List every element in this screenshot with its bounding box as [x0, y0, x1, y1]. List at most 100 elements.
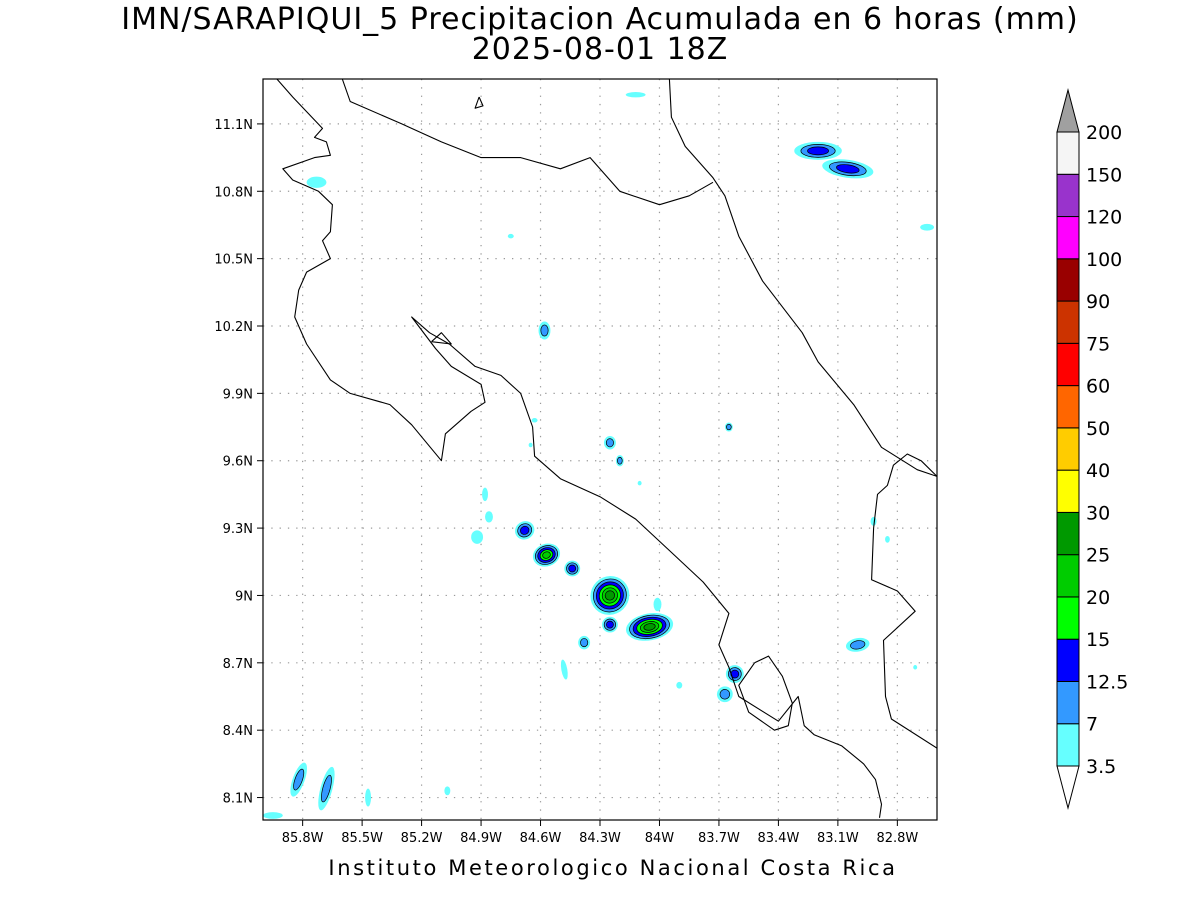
color-level-label: 3.5 [1086, 756, 1116, 778]
y-tick-label: 8.7N [223, 657, 253, 672]
precip-cell [601, 616, 618, 633]
color-level-label: 200 [1086, 122, 1122, 144]
precip-cell [318, 766, 335, 811]
precip-contour [580, 638, 589, 648]
x-tick-label: 83.7W [698, 831, 740, 846]
footer-credit: Instituto Meteorologico Nacional Costa R… [328, 856, 898, 880]
precipitation-layer [263, 92, 935, 819]
color-swatch [1056, 342, 1080, 387]
precip-contour [605, 438, 614, 448]
plot-area [263, 79, 937, 820]
precip-cell [263, 812, 283, 819]
precip-cell [515, 521, 535, 540]
x-tick-label: 84.9W [460, 831, 502, 846]
precip-contour [482, 487, 488, 502]
precip-cell [725, 665, 744, 683]
precip-contour [542, 551, 551, 559]
y-tick-label: 9N [235, 589, 253, 604]
y-tick-label: 9.3N [223, 522, 253, 537]
color-level-label: 30 [1086, 502, 1110, 524]
color-level-label: 7 [1086, 714, 1098, 736]
color-level-label: 150 [1086, 164, 1122, 186]
precip-cell [560, 659, 568, 680]
precip-cell [676, 681, 683, 689]
color-level-label: 25 [1086, 545, 1110, 567]
precip-contour [920, 223, 935, 231]
map-datetime: 2025-08-01 18Z [471, 32, 729, 67]
precip-contour [719, 689, 731, 700]
precip-contour [520, 525, 530, 535]
precip-cell [885, 535, 890, 543]
precip-contour [850, 640, 866, 650]
precip-cell [471, 530, 484, 544]
precip-cell [724, 422, 733, 432]
precip-contour [637, 480, 642, 486]
color-arrow-min [1056, 765, 1080, 810]
precip-cell [603, 436, 616, 450]
x-tick-label: 84W [645, 831, 675, 846]
y-tick-label: 10.2N [214, 320, 253, 335]
color-swatch [1056, 723, 1080, 767]
precip-contour [604, 590, 615, 601]
precip-contour [676, 681, 683, 689]
precip-cell [532, 543, 561, 567]
precip-contour [836, 164, 860, 174]
color-level-label: 60 [1086, 376, 1110, 398]
color-swatch [1056, 638, 1080, 682]
color-level-label: 50 [1086, 418, 1110, 440]
precip-contour [726, 423, 732, 431]
precip-contour [913, 665, 918, 670]
color-level-label: 12.5 [1086, 671, 1128, 693]
color-swatch [1056, 173, 1080, 218]
precip-cell [794, 141, 842, 160]
coastline [276, 79, 883, 818]
color-swatch [1056, 427, 1080, 471]
color-arrow-max [1056, 88, 1080, 133]
precip-contour [625, 92, 646, 98]
coastline [668, 79, 937, 477]
precip-contour [471, 530, 484, 544]
y-tick-label: 9.6N [223, 455, 253, 470]
precip-cell [913, 665, 918, 670]
color-level-label: 20 [1086, 587, 1110, 609]
x-tick-label: 82.8W [876, 831, 918, 846]
y-tick-label: 10.5N [214, 253, 253, 268]
color-swatch [1056, 596, 1080, 640]
color-swatch [1056, 216, 1080, 260]
coastline-layer [276, 79, 937, 818]
color-swatch [1056, 258, 1080, 302]
precip-cell [531, 418, 538, 423]
precip-contour [365, 788, 372, 807]
color-swatch [1056, 131, 1080, 175]
x-tick-label: 85.8W [282, 831, 324, 846]
precip-contour [306, 176, 327, 188]
precip-contour [444, 786, 451, 796]
x-tick-label: 85.5W [341, 831, 383, 846]
y-tick-label: 10.8N [214, 185, 253, 200]
y-tick-label: 11.1N [214, 118, 253, 133]
precip-cell [444, 786, 451, 796]
precip-contour [643, 623, 656, 631]
color-level-label: 15 [1086, 629, 1110, 651]
precip-contour [263, 812, 283, 819]
color-level-label: 100 [1086, 249, 1122, 271]
color-level-label: 75 [1086, 333, 1110, 355]
x-axis: 85.8W 85.5W 85.2W 84.9W 84.6W 84.3W 84W 83.7W 83… [282, 820, 918, 846]
precip-cell [653, 597, 662, 612]
precip-cell [822, 159, 874, 179]
y-axis: 8.1N 8.4N 8.7N 9N 9.3N 9.6N 9.9N 10.2N 10.5N 10.8… [214, 118, 263, 807]
precip-cell [538, 321, 551, 340]
precip-contour [528, 442, 533, 448]
precip-contour [485, 511, 493, 523]
color-swatch [1056, 469, 1080, 513]
precip-contour [606, 620, 614, 629]
x-tick-label: 85.2W [401, 831, 443, 846]
x-tick-label: 83.4W [758, 831, 800, 846]
color-level-label: 120 [1086, 207, 1122, 229]
precip-cell [590, 576, 630, 615]
color-swatch [1056, 680, 1080, 725]
color-level-label: 40 [1086, 460, 1110, 482]
coastline [738, 655, 793, 731]
color-swatch [1056, 511, 1080, 556]
